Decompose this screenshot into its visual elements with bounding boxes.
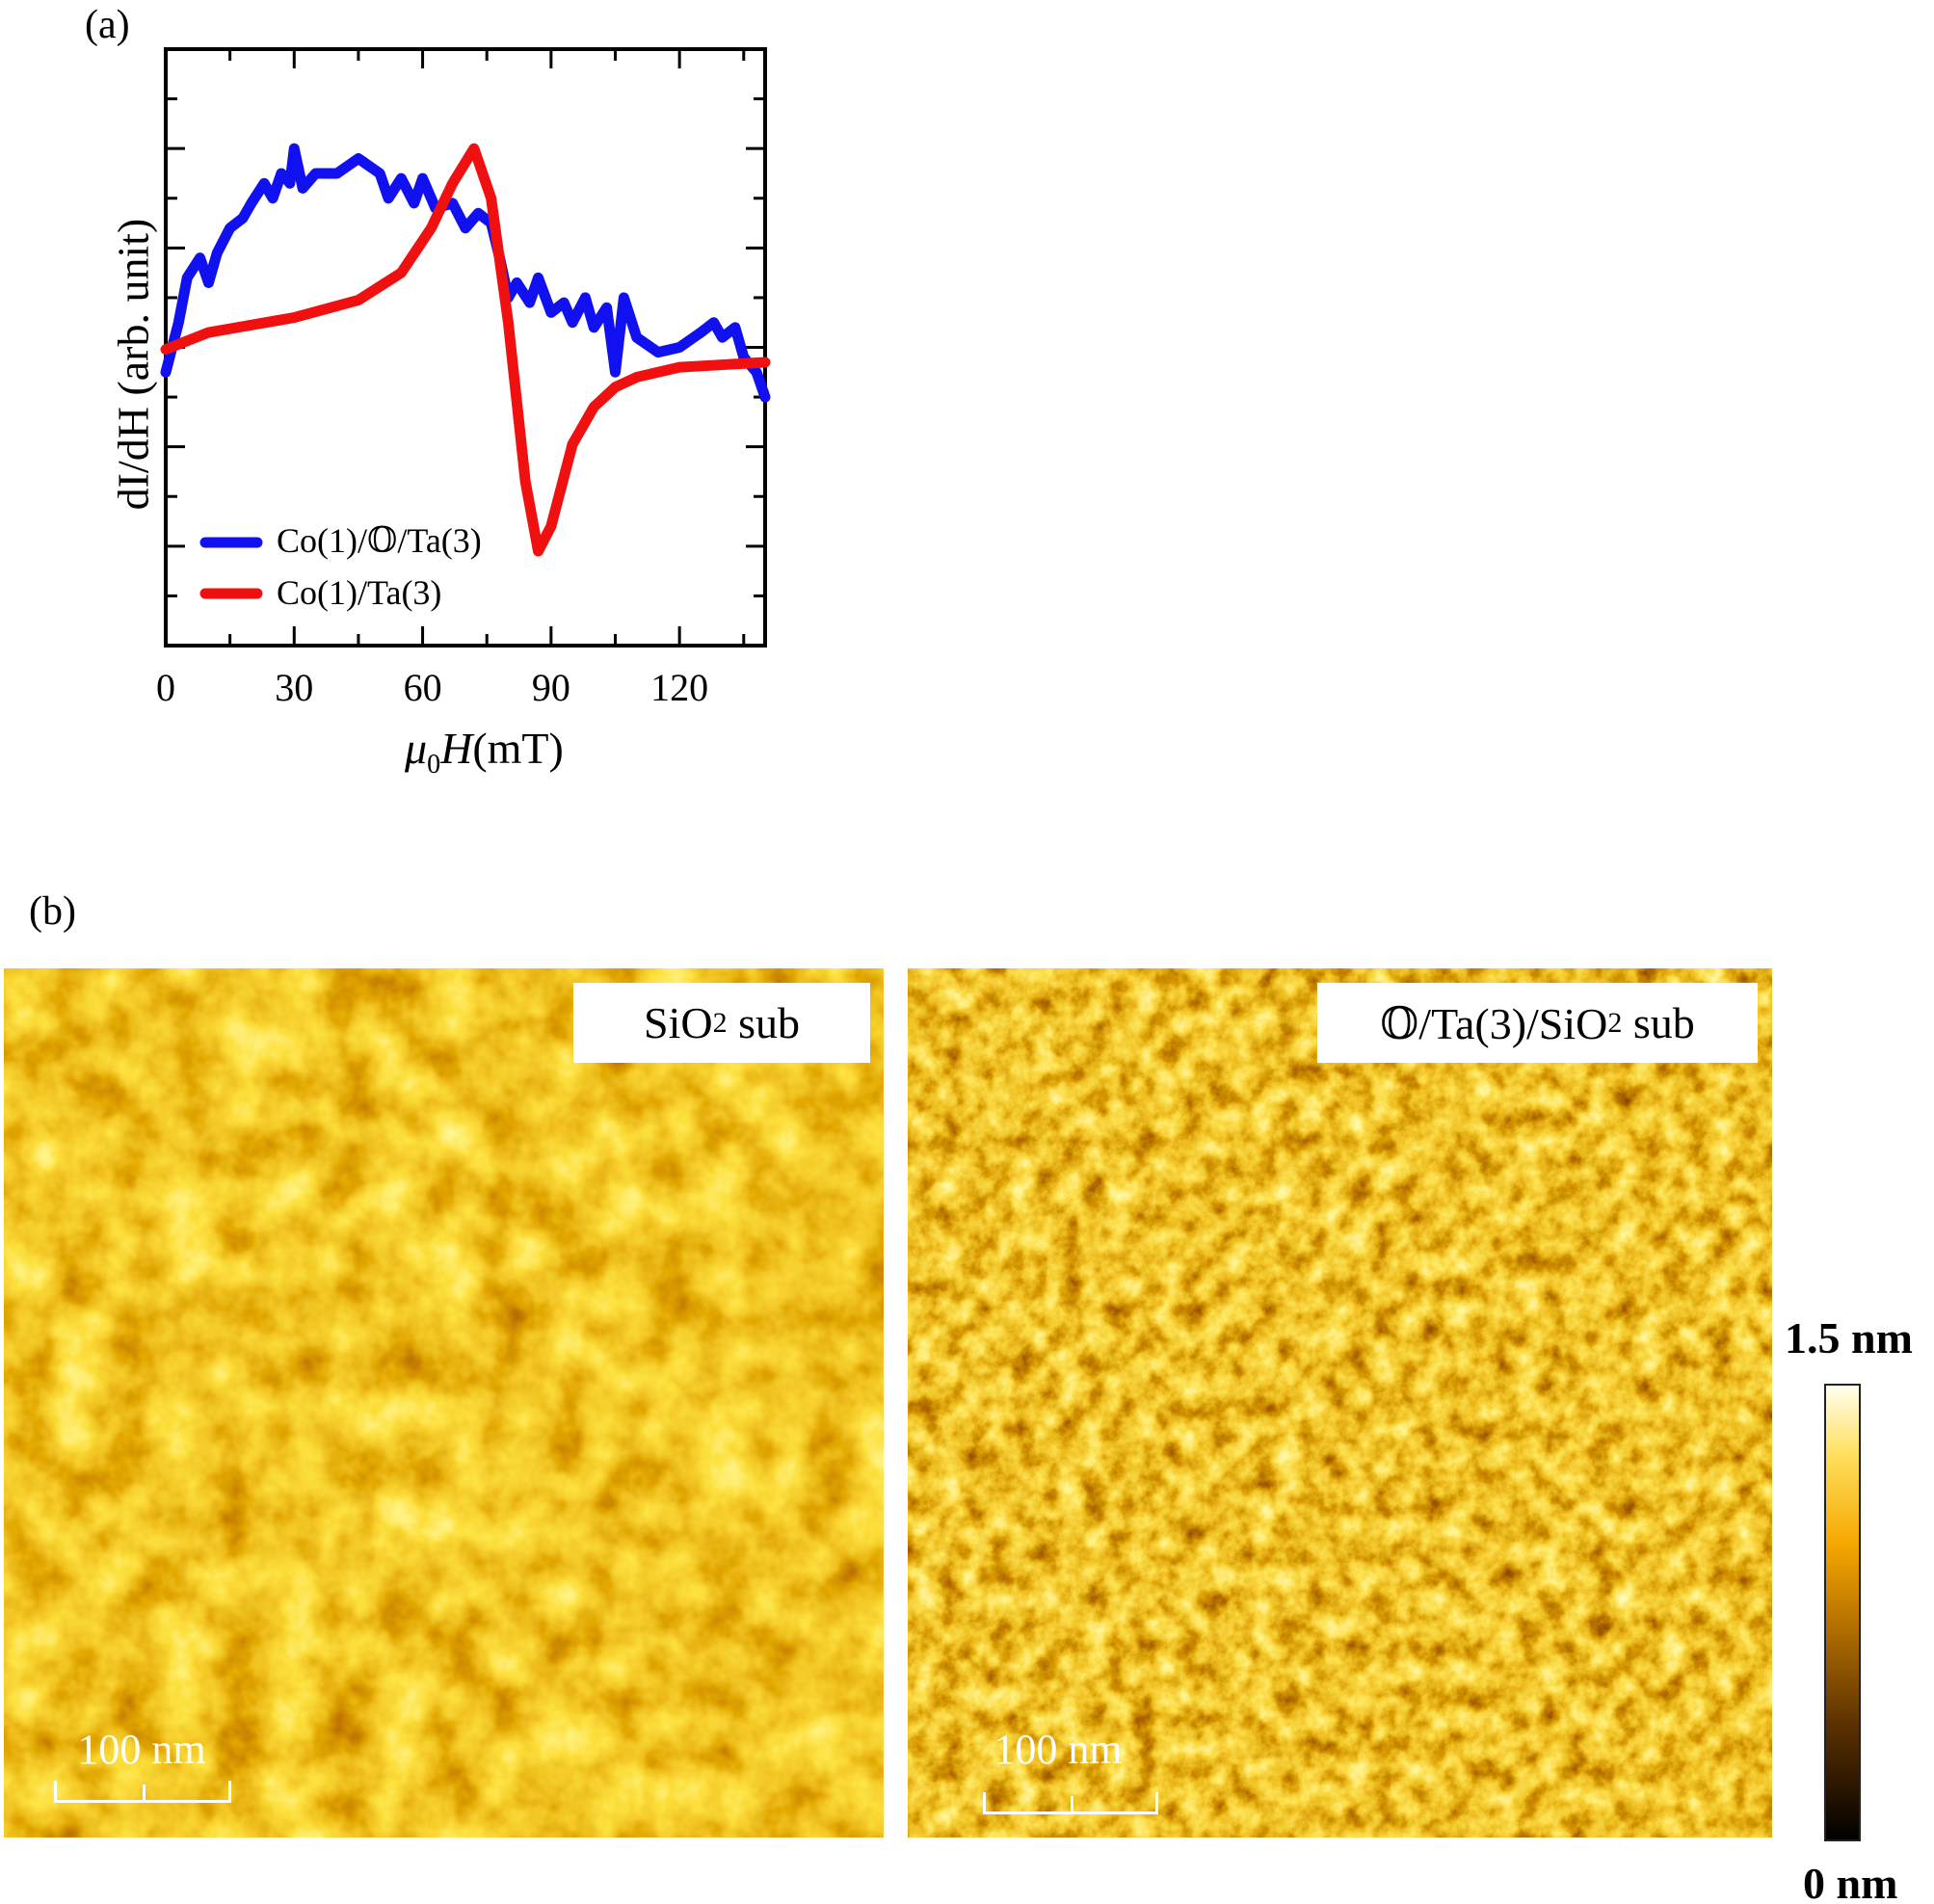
- series-line-0: [160, 143, 771, 403]
- x-label-mu: μ: [405, 724, 428, 773]
- scale-bar-label-left: 100 nm: [77, 1726, 206, 1773]
- afm-left-label: SiO 2 sub: [573, 983, 870, 1063]
- x-tick-label: 60: [403, 666, 442, 709]
- series-group: [160, 143, 771, 557]
- afm-image-ta: [908, 968, 1772, 1838]
- x-tick-label: 90: [531, 666, 570, 709]
- afm-image-sio2: [4, 968, 884, 1838]
- panel-b-label: (b): [29, 889, 76, 934]
- x-label-unit: (mT): [472, 724, 564, 773]
- x-tick-label: 30: [275, 666, 314, 709]
- legend-label-red: Co(1)/Ta(3): [277, 573, 442, 612]
- legend-label-blue: Co(1)/𝕆/Ta(3): [277, 521, 482, 560]
- legend: [199, 537, 263, 599]
- x-tick-label: 0: [156, 666, 175, 709]
- scale-bar-right: [983, 1792, 1158, 1814]
- x-label-sub: 0: [427, 750, 441, 780]
- afm-right-label: 𝕆/Ta(3)/SiO 2 sub: [1317, 983, 1758, 1063]
- colorbar: [1824, 1384, 1861, 1841]
- x-axis-label: μ0H(mT): [405, 723, 564, 780]
- x-tick-label: 120: [650, 666, 709, 709]
- series-line-1: [160, 143, 771, 557]
- scale-bar-left: [54, 1781, 231, 1803]
- panel-a-label: (a): [85, 3, 130, 47]
- scale-bar-label-right: 100 nm: [993, 1726, 1123, 1773]
- x-label-var: H: [440, 724, 473, 773]
- colorbar-min-label: 0 nm: [1803, 1859, 1898, 1904]
- fmr-chart: [160, 47, 771, 648]
- colorbar-max-label: 1.5 nm: [1785, 1313, 1913, 1362]
